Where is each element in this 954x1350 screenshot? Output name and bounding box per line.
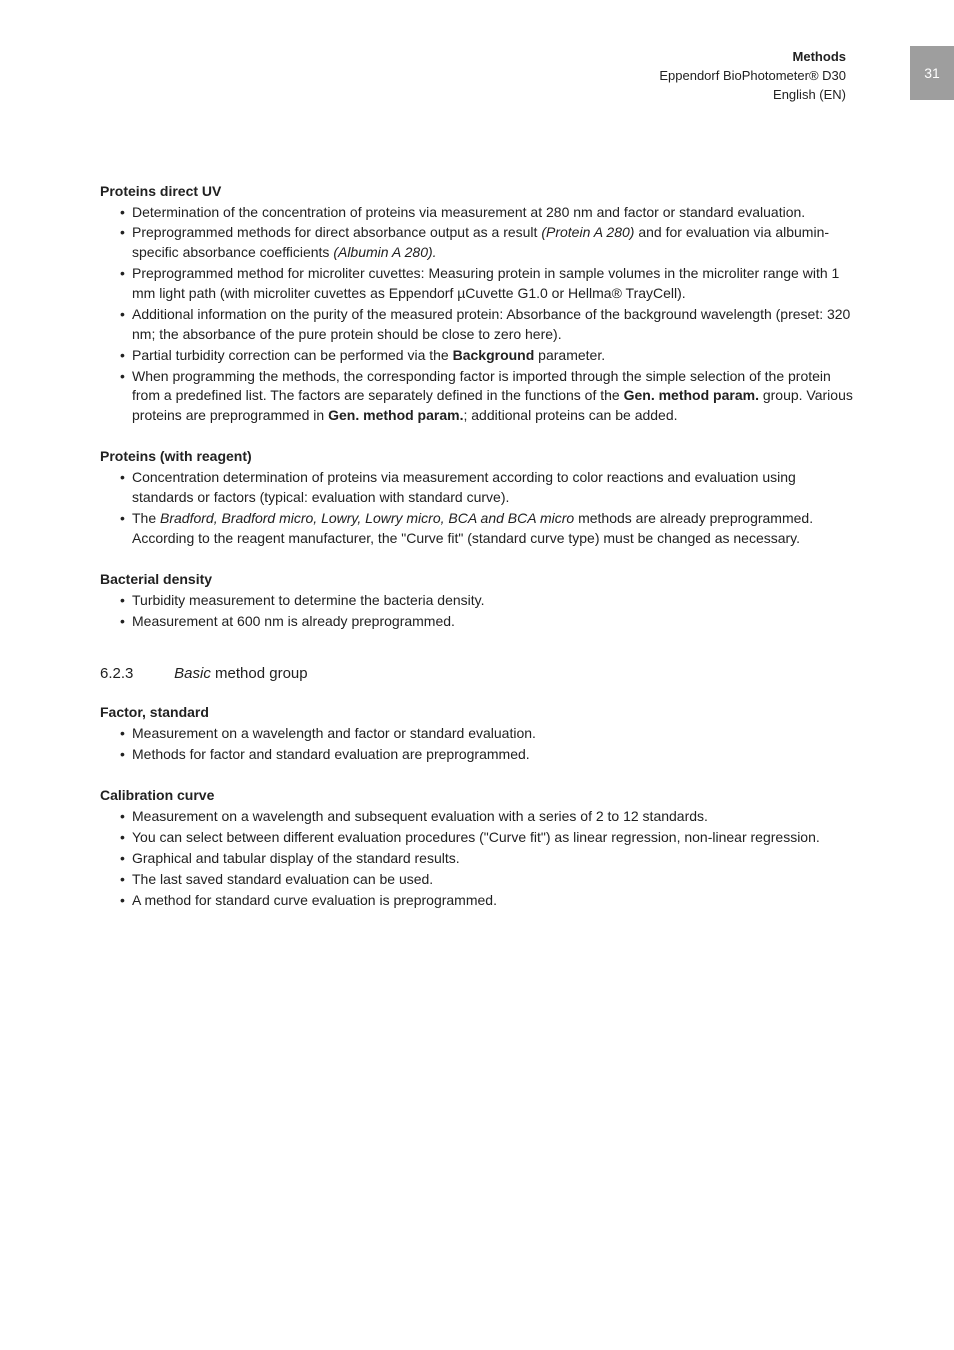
text-span: Background [453, 347, 535, 363]
page-header: Methods Eppendorf BioPhotometer® D30 Eng… [100, 48, 854, 105]
list-item: Turbidity measurement to determine the b… [120, 591, 854, 611]
text-span: Preprogrammed method for microliter cuve… [132, 265, 839, 301]
list-item: Preprogrammed method for microliter cuve… [120, 264, 854, 304]
text-span: Gen. method param. [328, 407, 463, 423]
list-item: Additional information on the purity of … [120, 305, 854, 345]
list-item: Measurement on a wavelength and factor o… [120, 724, 854, 744]
text-span: You can select between different evaluat… [132, 829, 820, 845]
list-item: A method for standard curve evaluation i… [120, 891, 854, 911]
text-span: The [132, 510, 160, 526]
section-heading: Bacterial density [100, 571, 854, 587]
document-page: 31 Methods Eppendorf BioPhotometer® D30 … [0, 0, 954, 1350]
bullet-list: Measurement on a wavelength and subseque… [100, 807, 854, 910]
text-span: Determination of the concentration of pr… [132, 204, 805, 220]
main-content: Proteins direct UV Determination of the c… [100, 183, 854, 632]
text-span: Measurement on a wavelength and factor o… [132, 725, 536, 741]
list-item: The Bradford, Bradford micro, Lowry, Low… [120, 509, 854, 549]
list-item: Preprogrammed methods for direct absorba… [120, 223, 854, 263]
text-span: Gen. method param. [624, 387, 759, 403]
bullet-list: Turbidity measurement to determine the b… [100, 591, 854, 632]
list-item: Graphical and tabular display of the sta… [120, 849, 854, 869]
text-span: Turbidity measurement to determine the b… [132, 592, 485, 608]
subsection-title-rest: method group [211, 665, 308, 682]
list-item: Concentration determination of proteins … [120, 468, 854, 508]
text-span: (Albumin A 280). [333, 244, 436, 260]
text-span: Concentration determination of proteins … [132, 469, 796, 505]
page-number-tab: 31 [910, 46, 954, 100]
list-item: Methods for factor and standard evaluati… [120, 745, 854, 765]
list-item: The last saved standard evaluation can b… [120, 870, 854, 890]
section-heading: Proteins (with reagent) [100, 448, 854, 464]
text-span: Measurement on a wavelength and subseque… [132, 808, 708, 824]
subsection-heading: 6.2.3 Basic method group [100, 665, 854, 682]
section-heading: Proteins direct UV [100, 183, 854, 199]
list-item: Measurement on a wavelength and subseque… [120, 807, 854, 827]
subsection-number: 6.2.3 [100, 665, 170, 682]
list-item: Measurement at 600 nm is already preprog… [120, 612, 854, 632]
list-item: When programming the methods, the corres… [120, 367, 854, 427]
bullet-list: Determination of the concentration of pr… [100, 203, 854, 427]
text-span: Measurement at 600 nm is already preprog… [132, 613, 455, 629]
text-span: ; additional proteins can be added. [463, 407, 677, 423]
text-span: (Protein A 280) [541, 224, 634, 240]
header-title: Methods [100, 48, 846, 67]
list-item: You can select between different evaluat… [120, 828, 854, 848]
text-span: Additional information on the purity of … [132, 306, 850, 342]
text-span: Methods for factor and standard evaluati… [132, 746, 530, 762]
header-product: Eppendorf BioPhotometer® D30 [100, 67, 846, 86]
section-heading: Calibration curve [100, 787, 854, 803]
text-span: A method for standard curve evaluation i… [132, 892, 497, 908]
header-language: English (EN) [100, 86, 846, 105]
text-span: parameter. [534, 347, 605, 363]
bullet-list: Measurement on a wavelength and factor o… [100, 724, 854, 765]
text-span: Preprogrammed methods for direct absorba… [132, 224, 541, 240]
text-span: Bradford, Bradford micro, Lowry, Lowry m… [160, 510, 574, 526]
list-item: Partial turbidity correction can be perf… [120, 346, 854, 366]
bullet-list: Concentration determination of proteins … [100, 468, 854, 549]
text-span: The last saved standard evaluation can b… [132, 871, 433, 887]
section-heading: Factor, standard [100, 704, 854, 720]
text-span: Partial turbidity correction can be perf… [132, 347, 453, 363]
subsection-title-italic: Basic [174, 665, 211, 682]
text-span: Graphical and tabular display of the sta… [132, 850, 460, 866]
sub-content: Factor, standard Measurement on a wavelen… [100, 704, 854, 910]
page-number: 31 [924, 65, 940, 81]
list-item: Determination of the concentration of pr… [120, 203, 854, 223]
